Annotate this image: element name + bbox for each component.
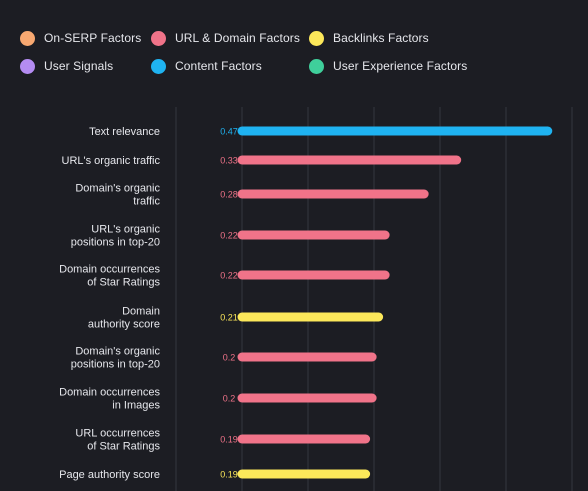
legend-label-user-signals: User Signals	[44, 59, 114, 73]
value-label: 0.22	[220, 231, 238, 241]
value-label: 0.2	[223, 394, 236, 404]
category-label: URL's organic traffic	[62, 155, 161, 167]
legend-label-url-domain: URL & Domain Factors	[175, 31, 300, 45]
legend-item-user-experience: User Experience Factors	[309, 56, 467, 76]
legend-dot-url-domain	[151, 30, 166, 46]
legend-label-on-serp: On-SERP Factors	[44, 31, 142, 45]
category-label: Domain authority score	[88, 306, 160, 331]
legend-dot-backlinks	[309, 30, 324, 46]
category-label: URL occurrences of Star Ratings	[75, 428, 160, 453]
category-label: Domain occurrences of Star Ratings	[59, 264, 160, 289]
legend-label-backlinks: Backlinks Factors	[333, 31, 429, 45]
value-label: 0.33	[220, 156, 238, 166]
category-label: Page authority score	[59, 469, 160, 481]
legend-dot-user-signals	[20, 58, 35, 74]
category-label: Domain occurrences in Images	[59, 387, 160, 412]
legend: On-SERP Factors URL & Domain Factors Bac…	[0, 0, 588, 80]
value-label: 0.47	[220, 127, 238, 137]
legend-label-user-experience: User Experience Factors	[333, 59, 468, 73]
category-label: Text relevance	[89, 126, 160, 138]
legend-item-user-signals: User Signals	[20, 56, 113, 76]
value-label: 0.21	[220, 313, 238, 323]
category-label: Domain's organic positions in top-20	[71, 346, 161, 371]
value-label: 0.28	[220, 190, 238, 200]
legend-dot-on-serp	[20, 30, 35, 46]
legend-item-content: Content Factors	[151, 56, 262, 76]
value-label: 0.19	[220, 470, 238, 480]
legend-item-url-domain: URL & Domain Factors	[151, 28, 300, 48]
value-label: 0.19	[220, 435, 238, 445]
legend-dot-content	[151, 58, 166, 74]
value-label: 0.22	[220, 271, 238, 281]
category-label: Domain's organic traffic	[75, 183, 160, 208]
legend-dot-user-experience	[309, 58, 324, 74]
legend-item-on-serp: On-SERP Factors	[20, 28, 141, 48]
value-label: 0.2	[223, 353, 236, 363]
legend-label-content: Content Factors	[175, 59, 262, 73]
legend-item-backlinks: Backlinks Factors	[309, 28, 429, 48]
category-label: URL's organic positions in top-20	[71, 224, 161, 249]
